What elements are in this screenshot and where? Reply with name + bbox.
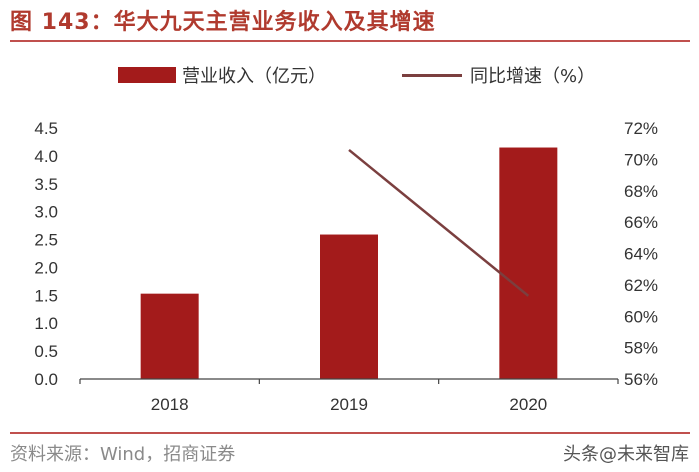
x-tick-label-2018: 2018 — [151, 395, 189, 414]
y-left-tick-label: 0.5 — [34, 342, 58, 361]
y-left-tick-label: 3.0 — [34, 203, 58, 222]
y-right-tick-label: 70% — [624, 150, 658, 169]
title-divider — [10, 40, 690, 42]
y-right-tick-label: 68% — [624, 182, 658, 201]
y-right-tick-label: 62% — [624, 276, 658, 295]
growth-line — [348, 148, 530, 297]
legend-label-growth: 同比增速（%） — [470, 66, 596, 87]
y-right-tick-label: 66% — [624, 213, 658, 232]
bar-2019 — [320, 234, 378, 379]
y-left-tick-label: 2.5 — [34, 231, 58, 250]
legend: 营业收入（亿元） 同比增速（%） — [0, 62, 699, 88]
y-right-tick-label: 58% — [624, 339, 658, 358]
y-left-tick-label: 1.0 — [34, 314, 58, 333]
bar-2020 — [499, 147, 558, 379]
x-tick-label-2019: 2019 — [330, 395, 368, 414]
legend-label-revenue: 营业收入（亿元） — [182, 66, 326, 87]
y-left-tick-label: 4.0 — [34, 147, 58, 166]
y-left-tick-label: 3.5 — [34, 175, 58, 194]
x-tick-label-2020: 2020 — [509, 395, 547, 414]
watermark: 头条@未来智库 — [563, 444, 689, 465]
chart-title: 图 143：华大九天主营业务收入及其增速 — [10, 10, 436, 35]
source-divider — [10, 432, 690, 434]
y-left-tick-label: 1.5 — [34, 286, 58, 305]
source-note: 资料来源：Wind，招商证券 — [10, 444, 236, 465]
legend-item-growth: 同比增速（%） — [402, 62, 595, 88]
legend-line-swatch — [402, 73, 462, 77]
y-left-tick-label: 4.5 — [34, 119, 58, 138]
y-right-tick-label: 56% — [624, 370, 658, 389]
legend-item-revenue: 营业收入（亿元） — [118, 62, 326, 88]
y-left-tick-label: 2.0 — [34, 258, 58, 277]
bar-2018 — [140, 293, 199, 379]
y-right-tick-label: 72% — [624, 119, 658, 138]
y-right-tick-label: 64% — [624, 245, 658, 264]
y-right-tick-label: 60% — [624, 307, 658, 326]
y-left-tick-label: 0.0 — [34, 370, 58, 389]
legend-bar-swatch — [118, 67, 176, 83]
